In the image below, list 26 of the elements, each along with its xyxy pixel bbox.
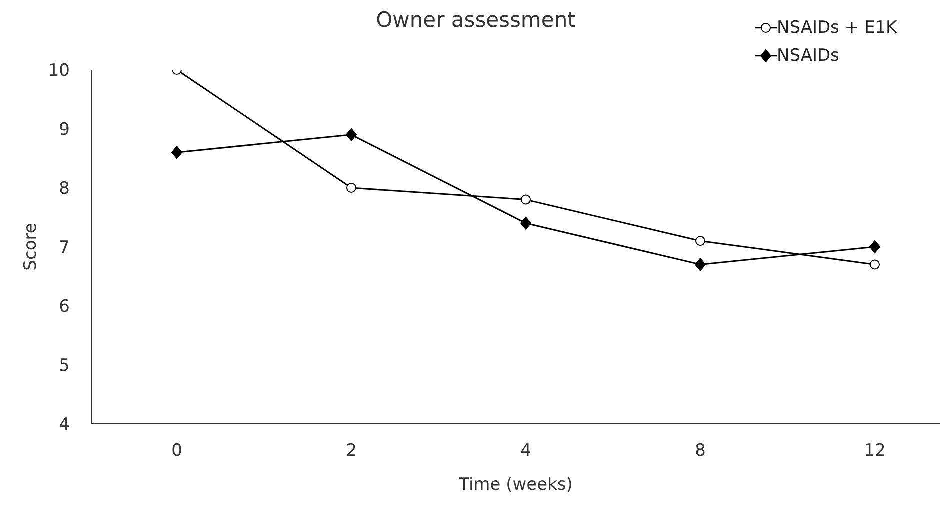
point xyxy=(696,236,706,246)
point xyxy=(695,258,706,272)
y-tick-label: 9 xyxy=(59,120,70,140)
point xyxy=(521,194,531,205)
point xyxy=(520,216,532,230)
chart-title: Owner assessment xyxy=(376,8,576,32)
y-tick-label: 8 xyxy=(59,179,70,200)
point xyxy=(346,183,356,193)
x-tick-label: 12 xyxy=(864,441,886,462)
point xyxy=(172,146,182,160)
point xyxy=(346,128,357,142)
x-tick-label: 8 xyxy=(695,441,706,462)
point xyxy=(870,240,880,254)
x-axis-title: Time (weeks) xyxy=(458,475,573,495)
y-axis-title: Score xyxy=(21,223,42,271)
x-tick-label: 2 xyxy=(346,441,357,462)
y-tick-label: 7 xyxy=(59,238,70,258)
legend-label: NSAIDs xyxy=(777,46,840,66)
legend-label: NSAIDs + E1K xyxy=(777,18,898,38)
y-tick-label: 4 xyxy=(59,415,70,436)
y-tick-label: 5 xyxy=(59,356,70,376)
point xyxy=(870,260,880,270)
y-tick-label: 10 xyxy=(48,61,70,82)
x-tick-label: 0 xyxy=(172,441,182,462)
y-tick-label: 6 xyxy=(59,297,70,318)
x-tick-label: 4 xyxy=(520,441,532,462)
